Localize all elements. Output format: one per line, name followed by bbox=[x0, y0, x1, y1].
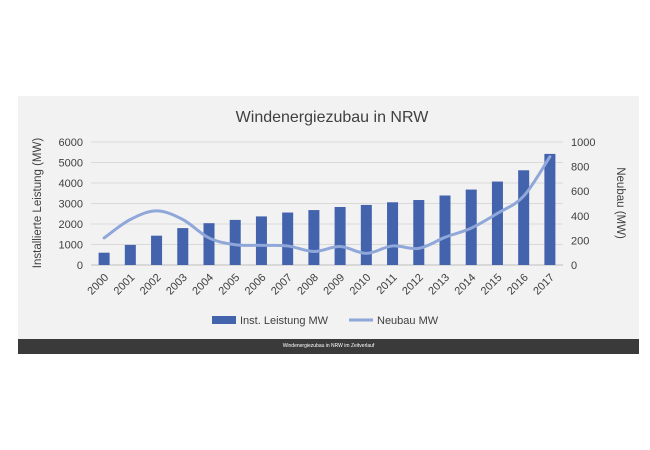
bar-2003 bbox=[177, 228, 189, 265]
x-tick-label: 2009 bbox=[321, 272, 347, 298]
x-tick-label: 2010 bbox=[348, 272, 374, 298]
x-tick-label: 2001 bbox=[112, 272, 138, 298]
legend-label-line: Neubau MW bbox=[377, 315, 439, 327]
line-neubau bbox=[102, 155, 552, 255]
legend-swatch-bar bbox=[212, 316, 236, 324]
bar-2004 bbox=[203, 223, 215, 265]
bar-2008 bbox=[308, 210, 320, 265]
x-tick-label: 2015 bbox=[479, 272, 505, 298]
bar-2001 bbox=[124, 244, 136, 265]
y-axis-title-right: Neubau (MW) bbox=[614, 167, 626, 239]
legend-label-bar: Inst. Leistung MW bbox=[240, 315, 329, 327]
y-tick-label-left: 3000 bbox=[59, 199, 83, 211]
gridlines bbox=[91, 141, 563, 266]
chart-title: Windenergiezubau in NRW bbox=[236, 109, 430, 126]
y-tick-label-right: 1000 bbox=[571, 137, 595, 149]
x-tick-label: 2005 bbox=[217, 272, 243, 298]
bar-2016 bbox=[518, 170, 530, 265]
x-tick-label: 2007 bbox=[269, 272, 295, 298]
bar-2013 bbox=[439, 195, 451, 265]
y-tick-label-right: 800 bbox=[571, 162, 589, 174]
x-tick-label: 2013 bbox=[426, 272, 452, 298]
x-tick-label: 2000 bbox=[85, 272, 111, 298]
y-tick-label-left: 1000 bbox=[59, 240, 83, 252]
x-tick-label: 2006 bbox=[243, 272, 269, 298]
caption-bar: Windenergiezubau in NRW im Zeitverlauf bbox=[18, 339, 639, 354]
y-tick-label-right: 200 bbox=[571, 235, 589, 247]
y-axis-title-left: Installierte Leistung (MW) bbox=[32, 138, 44, 269]
bar-2017 bbox=[544, 153, 556, 265]
bar-2012 bbox=[413, 200, 425, 265]
bar-2011 bbox=[387, 202, 399, 265]
y-tick-label-left: 6000 bbox=[59, 137, 83, 149]
y-tick-label-right: 0 bbox=[571, 260, 577, 272]
y-tick-label-left: 5000 bbox=[59, 158, 83, 170]
y-tick-label-right: 400 bbox=[571, 211, 589, 223]
bar-2002 bbox=[151, 235, 163, 265]
bar-2007 bbox=[282, 212, 294, 265]
y-tick-label-right: 600 bbox=[571, 186, 589, 198]
y-tick-label-left: 2000 bbox=[59, 219, 83, 231]
y-tick-label-left: 4000 bbox=[59, 178, 83, 190]
x-tick-label: 2003 bbox=[164, 272, 190, 298]
x-tick-label: 2016 bbox=[505, 272, 531, 298]
bar-2005 bbox=[229, 219, 241, 265]
x-tick-label: 2008 bbox=[295, 272, 321, 298]
line-series bbox=[102, 155, 552, 255]
x-tick-label: 2011 bbox=[374, 272, 399, 297]
x-tick-label: 2017 bbox=[531, 272, 557, 298]
bar-2010 bbox=[360, 204, 372, 265]
x-tick-label: 2004 bbox=[190, 272, 216, 298]
x-tick-label: 2014 bbox=[453, 272, 479, 298]
y-tick-label-left: 0 bbox=[77, 260, 83, 272]
x-tick-label: 2002 bbox=[138, 272, 164, 298]
bar-2015 bbox=[491, 181, 503, 265]
bar-2006 bbox=[255, 216, 267, 265]
legend: Inst. Leistung MW Neubau MW bbox=[212, 315, 439, 327]
axes: 0 1000 2000 3000 4000 5000 6000 0 200 400 600 800 10… bbox=[59, 137, 596, 297]
bar-2000 bbox=[98, 252, 110, 265]
chart-panel bbox=[18, 96, 639, 339]
bar-2009 bbox=[334, 206, 346, 265]
bar-series bbox=[98, 153, 556, 265]
x-tick-label: 2012 bbox=[400, 272, 426, 298]
